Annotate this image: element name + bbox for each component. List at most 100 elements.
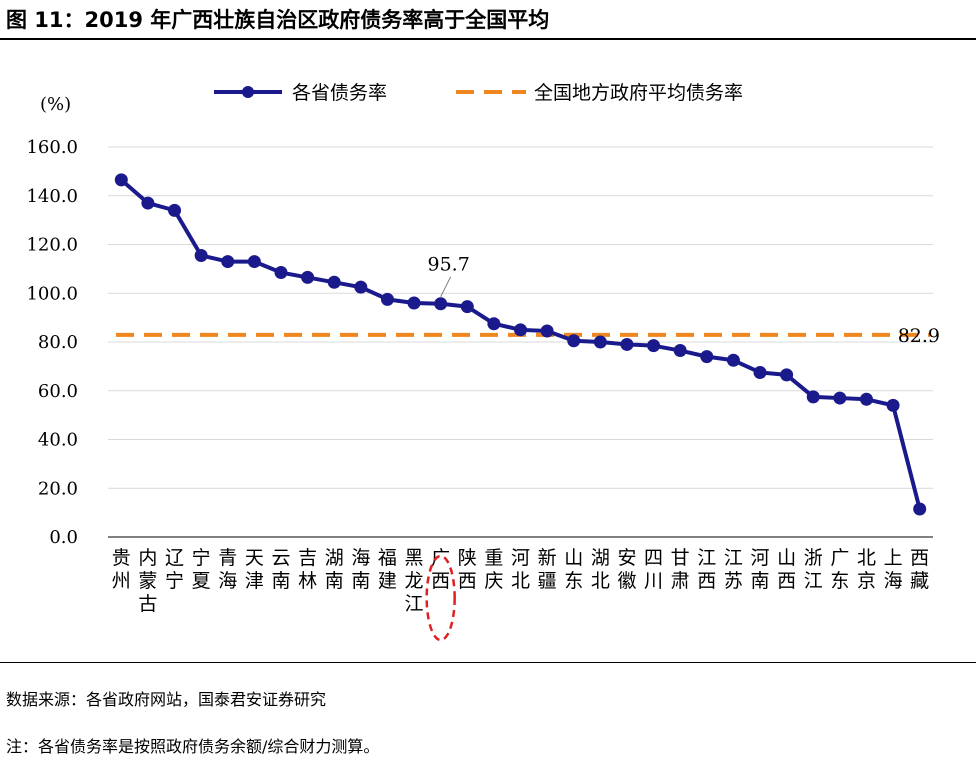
x-tick-char: 海 <box>218 570 237 592</box>
x-tick-char: 津 <box>245 570 264 592</box>
x-tick-char: 苏 <box>724 570 743 592</box>
legend: 各省债务率 全国地方政府平均债务率 <box>214 82 743 104</box>
y-tick-label: 0.0 <box>49 527 78 548</box>
x-tick-label: 重庆 <box>484 547 503 592</box>
x-tick-char: 藏 <box>910 570 929 592</box>
x-tick-char: 湖 <box>325 547 344 569</box>
x-tick-label: 青海 <box>218 547 237 592</box>
y-tick-label: 40.0 <box>38 430 78 451</box>
x-tick-label: 西藏 <box>910 547 929 592</box>
x-tick-char: 疆 <box>538 570 557 592</box>
x-tick-char: 西 <box>697 570 716 592</box>
data-point <box>726 353 740 367</box>
source-note: 数据来源：各省政府网站，国泰君安证券研究 <box>6 690 327 709</box>
x-tick-label: 河南 <box>751 547 770 592</box>
x-tick-label: 湖北 <box>591 547 610 592</box>
series-line <box>119 178 922 510</box>
x-tick-char: 江 <box>405 593 424 615</box>
data-point <box>700 350 714 364</box>
data-point <box>913 502 927 516</box>
x-tick-label: 山西 <box>777 547 796 592</box>
x-tick-label: 云南 <box>271 547 290 592</box>
data-label: 82.9 <box>898 325 940 347</box>
data-point <box>859 392 873 406</box>
x-tick-label: 江苏 <box>724 547 743 592</box>
x-tick-char: 徽 <box>617 570 636 592</box>
x-tick-label: 安徽 <box>617 547 636 592</box>
footer-rule <box>0 662 976 663</box>
x-tick-char: 吉 <box>298 547 317 569</box>
highlight-ring <box>425 554 456 642</box>
x-tick-label: 吉林 <box>298 547 317 592</box>
x-tick-char: 陕 <box>458 547 477 569</box>
x-tick-char: 南 <box>351 570 370 592</box>
x-tick-label: 海南 <box>351 547 370 592</box>
x-tick-char: 辽 <box>165 547 184 569</box>
x-tick-char: 南 <box>271 570 290 592</box>
leader-line <box>440 276 452 297</box>
y-tick-label: 120.0 <box>26 235 78 256</box>
y-axis-unit: (%) <box>40 94 71 115</box>
x-tick-char: 江 <box>724 547 743 569</box>
x-tick-char: 内 <box>138 547 157 569</box>
data-point <box>407 296 421 310</box>
x-tick-char: 广 <box>431 547 450 569</box>
x-tick-char: 肃 <box>671 570 690 592</box>
data-point <box>593 335 607 349</box>
data-point <box>806 390 820 404</box>
y-tick-label: 140.0 <box>26 186 78 207</box>
x-tick-char: 海 <box>351 547 370 569</box>
x-tick-char: 上 <box>884 547 903 569</box>
data-point <box>327 275 341 289</box>
x-tick-label: 天津 <box>245 547 264 592</box>
x-tick-char: 西 <box>431 570 450 592</box>
data-point <box>354 280 368 294</box>
legend-label-provinces: 各省债务率 <box>292 82 387 104</box>
data-point <box>673 344 687 358</box>
gridlines <box>108 146 933 489</box>
x-tick-char: 湖 <box>591 547 610 569</box>
x-tick-label: 广东 <box>830 547 849 592</box>
x-tick-label: 内蒙古 <box>138 547 157 615</box>
data-point <box>620 337 634 351</box>
debt-ratio-chart: 0.020.040.060.080.0100.0120.0140.0160.0 … <box>26 82 941 642</box>
x-tick-label: 甘肃 <box>671 547 690 592</box>
x-tick-label: 河北 <box>511 547 530 592</box>
data-point <box>460 300 474 314</box>
x-axis-labels: 贵州内蒙古辽宁宁夏青海天津云南吉林湖南海南福建黑龙江广西陕西重庆河北新疆山东湖北… <box>112 547 929 615</box>
x-tick-char: 夏 <box>192 570 211 592</box>
x-tick-char: 浙 <box>804 547 823 569</box>
x-tick-label: 黑龙江 <box>405 547 424 615</box>
x-tick-char: 西 <box>777 570 796 592</box>
x-tick-char: 重 <box>484 547 503 569</box>
y-tick-label: 100.0 <box>26 283 78 304</box>
x-tick-label: 江西 <box>697 547 716 592</box>
data-point <box>168 203 182 217</box>
x-tick-char: 四 <box>644 547 663 569</box>
x-tick-label: 四川 <box>644 547 663 592</box>
x-tick-char: 东 <box>564 570 583 592</box>
x-tick-char: 河 <box>511 547 530 569</box>
highlight-ellipse <box>425 554 456 642</box>
x-tick-label: 宁夏 <box>192 547 211 592</box>
x-tick-char: 宁 <box>192 547 211 569</box>
data-point <box>886 398 900 412</box>
x-tick-char: 安 <box>617 547 636 569</box>
annotations: 95.7 82.9 <box>428 254 941 347</box>
x-tick-char: 东 <box>830 570 849 592</box>
x-tick-char: 龙 <box>405 570 424 592</box>
data-point <box>540 324 554 338</box>
y-tick-label: 20.0 <box>38 478 78 499</box>
x-tick-label: 浙江 <box>804 547 823 592</box>
x-tick-char: 古 <box>138 593 157 615</box>
data-point <box>247 255 261 269</box>
x-tick-char: 北 <box>591 570 610 592</box>
figure-title: 图 11：2019 年广西壮族自治区政府债务率高于全国平均 <box>6 8 550 32</box>
data-point <box>487 317 501 331</box>
x-tick-char: 甘 <box>671 547 690 569</box>
x-tick-char: 山 <box>777 547 796 569</box>
data-point <box>780 368 794 382</box>
x-tick-char: 北 <box>857 547 876 569</box>
footnote: 注：各省债务率是按照政府债务余额/综合财力测算。 <box>6 737 380 756</box>
x-tick-label: 贵州 <box>112 547 131 592</box>
